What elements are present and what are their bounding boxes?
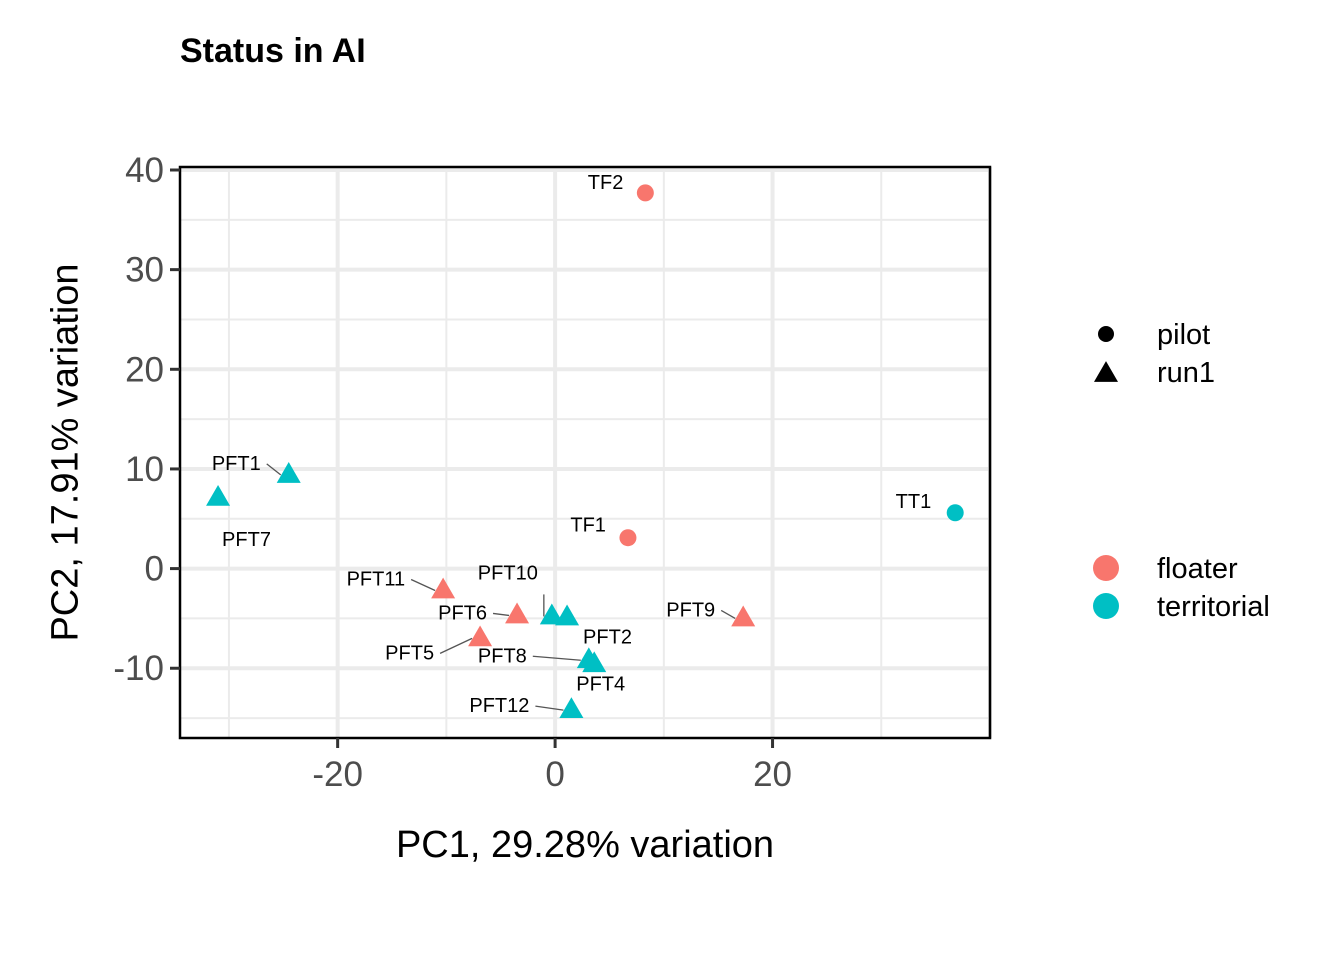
legend-key-floater	[1093, 555, 1119, 581]
data-points	[206, 184, 964, 718]
data-point-pft9	[731, 605, 756, 627]
label-leader-line	[266, 463, 282, 476]
legend-key-pilot	[1098, 326, 1114, 342]
point-label-pft11: PFT11	[347, 569, 406, 591]
plot-panel-border	[178, 165, 992, 740]
legend: pilot run1 floater territorial	[1093, 319, 1270, 623]
data-point-pft6	[505, 602, 530, 624]
point-label-pft10: PFT10	[478, 562, 538, 584]
plot-grid	[180, 167, 992, 738]
data-point-tf1	[619, 529, 637, 547]
point-label-tt1: TT1	[896, 491, 932, 513]
data-point-pft4	[582, 651, 607, 673]
legend-label-pilot: pilot	[1157, 319, 1210, 351]
label-leader-line	[492, 612, 510, 617]
data-point-pft11	[431, 577, 456, 599]
point-label-pft9: PFT9	[666, 599, 715, 621]
point-labels: TF2 TF1 TT1 PFT1 PFT7 PFT11 PFT10 PFT6 PFT2 PFT5 P…	[212, 172, 931, 717]
y-tick-label: -10	[113, 649, 164, 688]
y-tick-label: 10	[125, 450, 164, 489]
point-label-pft4: PFT4	[576, 673, 625, 695]
y-tick-label: 20	[125, 350, 164, 389]
x-axis-title: PC1, 29.28% variation	[396, 824, 774, 866]
point-label-pft6: PFT6	[438, 602, 487, 624]
point-label-pft7: PFT7	[222, 529, 271, 551]
x-tick-label: 0	[545, 755, 564, 794]
x-tick-label: -20	[312, 755, 363, 794]
point-label-tf1: TF1	[570, 515, 606, 537]
data-point-pft10	[539, 603, 564, 625]
point-label-pft8: PFT8	[478, 645, 527, 667]
point-label-pft1: PFT1	[212, 453, 261, 475]
label-leader-line	[439, 637, 473, 654]
chart-title: Status in AI	[180, 32, 366, 70]
point-label-tf2: TF2	[588, 172, 624, 194]
data-point-tt1	[946, 504, 964, 522]
data-point-pft1	[276, 462, 301, 483]
axes: -20 0 20 -10 0 10 20 30 40	[113, 151, 792, 794]
y-tick-label: 30	[125, 251, 164, 290]
label-leader-line	[535, 705, 564, 711]
data-point-pft2	[555, 604, 580, 626]
data-point-pft5	[468, 625, 493, 647]
x-tick-label: 20	[753, 755, 792, 794]
legend-label-floater: floater	[1157, 553, 1238, 585]
data-point-tf2	[636, 184, 654, 202]
legend-label-run1: run1	[1157, 357, 1215, 389]
label-leader-line	[532, 655, 581, 661]
data-point-pft7	[206, 484, 231, 506]
y-tick-label: 40	[125, 151, 164, 190]
label-leader-line	[410, 578, 436, 592]
data-point-pft12	[559, 697, 584, 718]
label-leader-line	[720, 609, 736, 619]
y-tick-label: 0	[145, 550, 164, 589]
point-label-pft2: PFT2	[583, 626, 632, 648]
point-label-pft5: PFT5	[385, 642, 434, 664]
y-axis-title: PC2, 17.91% variation	[44, 263, 86, 641]
legend-key-territorial	[1093, 593, 1119, 619]
legend-key-run1	[1094, 361, 1118, 382]
point-label-pft12: PFT12	[469, 695, 529, 717]
legend-label-territorial: territorial	[1157, 591, 1270, 623]
